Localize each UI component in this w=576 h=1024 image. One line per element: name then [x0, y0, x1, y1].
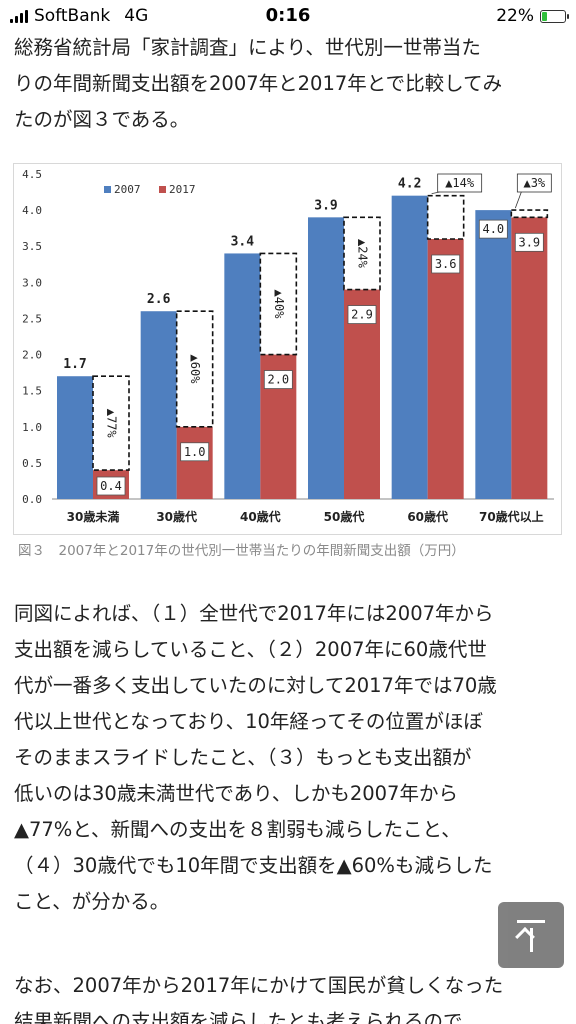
change-box	[259, 252, 298, 356]
legend-swatch-2007	[104, 186, 111, 193]
intro-line: 総務省統計局「家計調査」により、世代別一世帯当た	[14, 36, 481, 59]
bar-2007	[224, 253, 261, 499]
carrier-name: SoftBank	[34, 6, 111, 26]
change-label: ▲14%	[445, 176, 475, 190]
body-line: 同図によれば、（１）全世代で2017年には2007年から	[14, 602, 494, 625]
scroll-to-top-button[interactable]	[498, 902, 564, 968]
change-label: ▲24%	[356, 239, 370, 269]
body-line: （４）30歳代でも10年間で支出額を▲60%も減らした	[14, 854, 493, 877]
body-line: こと、が分かる。	[14, 890, 170, 913]
category-label: 70歳代以上	[479, 509, 544, 524]
value-label-2017: 3.9	[518, 235, 540, 249]
y-tick-label: 4.5	[22, 168, 42, 181]
change-box	[426, 194, 465, 240]
value-label-box-2007	[478, 219, 508, 239]
category-label: 50歳代	[324, 509, 365, 524]
value-label-2007: 3.4	[231, 234, 255, 249]
value-label-2017: 2.0	[267, 373, 289, 387]
change-box	[510, 209, 549, 219]
y-tick-label: 0.5	[22, 457, 42, 470]
value-label-2007: 3.9	[314, 198, 337, 213]
value-label-2007: 4.0	[482, 222, 504, 236]
signal-strength-icon	[10, 9, 28, 23]
status-right: 22%	[496, 6, 569, 26]
bar-2017	[511, 217, 548, 500]
value-label-2017: 2.9	[351, 308, 373, 322]
value-label-box-2017	[347, 305, 377, 324]
bar-2017	[344, 289, 380, 499]
change-label-box	[516, 173, 552, 193]
category-label: 60歳代	[407, 509, 448, 524]
bar-2017	[427, 239, 464, 499]
change-label: ▲60%	[188, 355, 202, 385]
legend-label-2007: 2007	[114, 183, 141, 196]
y-tick-label: 0.0	[22, 493, 42, 506]
bottom-line: なお、2007年から2017年にかけて国民が貧しくなった	[14, 974, 504, 997]
value-label-box-2017	[96, 476, 126, 496]
network-type: 4G	[124, 6, 149, 26]
status-bar: SoftBank 4G 0:16 22%	[0, 0, 576, 32]
value-label-box-2017	[263, 370, 293, 389]
y-tick-label: 1.5	[22, 385, 42, 398]
body-line: ▲77%と、新聞への支出を８割弱も減らしたこと、	[14, 818, 461, 841]
bar-2017	[176, 426, 213, 499]
clock: 0:16	[265, 5, 311, 26]
y-tick-label: 4.0	[22, 204, 42, 217]
value-label-2017: 3.6	[435, 257, 457, 271]
value-label-2007: 1.7	[63, 357, 86, 372]
bar-2007	[57, 376, 93, 499]
y-tick-label: 1.0	[22, 421, 42, 434]
arrow-stem	[530, 928, 533, 952]
bar-2007	[475, 210, 512, 499]
body-line: 代以上世代となっており、10年経ってその位置がほぼ	[14, 710, 483, 733]
value-label-2017: 1.0	[184, 445, 206, 459]
intro-line: りの年間新聞支出額を2007年と2017年とで比較してみ	[14, 72, 503, 95]
change-label-box	[437, 173, 483, 193]
body-line: 低いのは30歳未満世代であり、しかも2007年から	[14, 782, 458, 805]
legend-label-2017: 2017	[169, 183, 196, 196]
value-label-2007: 2.6	[147, 292, 171, 307]
change-box	[92, 375, 130, 471]
battery-icon	[540, 9, 569, 23]
bar-2007	[391, 195, 428, 499]
change-label-leader	[431, 191, 440, 195]
status-left: SoftBank 4G	[10, 6, 148, 26]
body-line: 支出額を減らしていること、（２）2007年に60歳代世	[14, 638, 487, 661]
bottom-line: 結果新聞への支出額を減らしたとも考えられるので	[14, 1010, 463, 1024]
bottom-paragraph: なお、2007年から2017年にかけて国民が貧しくなった結果新聞への支出額を減ら…	[14, 968, 564, 1024]
category-label: 30歳未満	[67, 509, 120, 524]
value-label-box-2017	[180, 442, 210, 462]
body-paragraph: 同図によれば、（１）全世代で2017年には2007年から 支出額を減らしていること…	[14, 596, 564, 920]
y-tick-label: 2.5	[22, 312, 42, 325]
change-label: ▲3%	[523, 176, 545, 190]
y-tick-label: 3.5	[22, 240, 42, 253]
y-tick-label: 3.0	[22, 276, 42, 289]
intro-line: たのが図３である。	[14, 108, 190, 131]
bar-2007	[140, 311, 177, 499]
battery-fill	[542, 11, 547, 21]
figure-chart: 0.0 0.5 1.0 1.5 2.0 2.5 3.0 3.5 4.0 4.5 2007 2017 1.…	[13, 163, 562, 535]
arrow-up-to-top-icon	[517, 920, 545, 923]
change-box	[175, 310, 214, 428]
value-label-2017: 0.4	[100, 479, 122, 493]
y-tick-label: 2.0	[22, 349, 42, 362]
bar-chart: 0.0 0.5 1.0 1.5 2.0 2.5 3.0 3.5 4.0 4.5 2007 2017 1.…	[22, 168, 554, 524]
value-label-2007: 4.2	[398, 177, 421, 192]
body-line: そのままスライドしたこと、（３）もっとも支出額が	[14, 746, 472, 769]
change-label-leader	[514, 191, 522, 209]
value-label-box-2017	[431, 254, 461, 274]
legend-swatch-2017	[159, 186, 166, 193]
change-label: ▲40%	[272, 290, 286, 320]
category-label: 30歳代	[156, 509, 197, 524]
change-box	[343, 216, 381, 291]
figure-caption: 図３ 2007年と2017年の世代別一世帯当たりの年間新聞支出額（万円）	[18, 543, 465, 559]
category-label: 40歳代	[240, 509, 281, 524]
body-line: 代が一番多く支出していたのに対して2017年では70歳	[14, 674, 497, 697]
battery-percent: 22%	[496, 6, 534, 26]
change-label: ▲77%	[105, 409, 119, 439]
bar-2007	[308, 217, 344, 500]
value-label-box-2017	[514, 232, 544, 252]
intro-paragraph: 総務省統計局「家計調査」により、世代別一世帯当た りの年間新聞支出額を2007年と…	[14, 30, 564, 138]
